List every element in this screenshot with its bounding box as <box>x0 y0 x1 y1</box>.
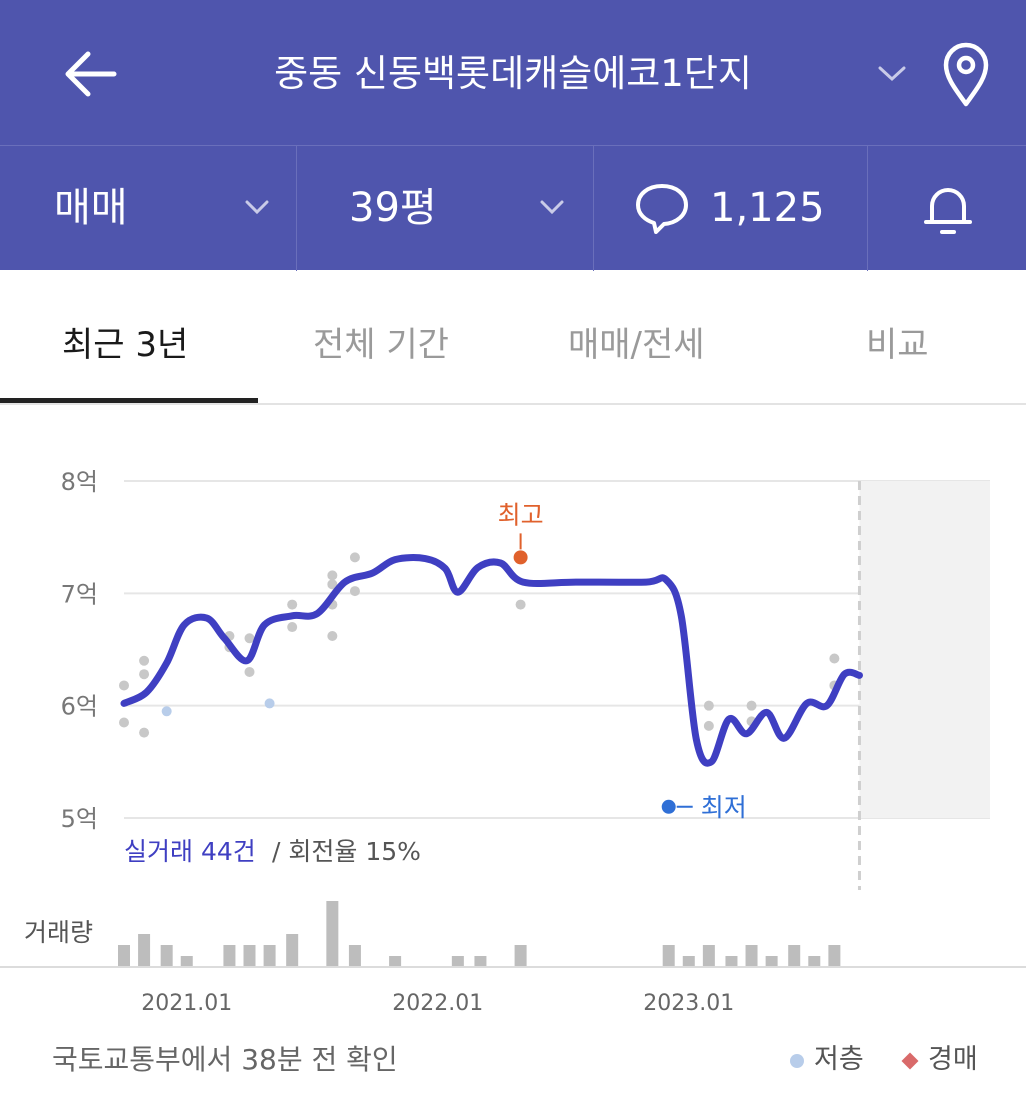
speech-bubble-icon <box>636 184 688 234</box>
diamond-icon <box>901 1052 919 1069</box>
volume-bar <box>474 956 487 967</box>
deal-dot <box>244 633 255 644</box>
volume-bar <box>389 956 402 967</box>
volume-bar <box>160 945 173 967</box>
bell-icon <box>924 188 972 234</box>
deal-dot <box>349 552 360 563</box>
volume-bar <box>138 934 151 967</box>
complex-title[interactable]: 중동 신동백롯데캐슬에코1단지 <box>274 52 752 95</box>
volume-bar <box>702 945 715 967</box>
deal-count-label: 실거래 44건 <box>124 837 256 866</box>
volume-bar <box>348 945 361 967</box>
y-tick-label: 6억 <box>61 693 98 721</box>
arrow-left-icon[interactable] <box>58 42 122 106</box>
x-axis-labels: 2021.01 2022.01 2023.01 <box>141 991 734 1016</box>
deal-dot <box>703 720 714 731</box>
comment-count: 1,125 <box>710 185 825 231</box>
low-floor-dots <box>161 698 275 717</box>
size-value: 39평 <box>349 185 437 231</box>
size-select[interactable]: 39평 <box>297 146 594 271</box>
high-marker-dot <box>513 550 528 565</box>
deal-dot <box>287 599 298 610</box>
volume-label: 거래량 <box>24 918 93 947</box>
legend-low-floor: 저층 <box>790 1040 864 1080</box>
trade-type-value: 매매 <box>54 185 128 231</box>
tab-recent-3y[interactable]: 최근 3년 <box>62 325 189 365</box>
legend-low-label: 저층 <box>814 1044 864 1075</box>
deal-dot <box>327 631 338 642</box>
future-area <box>857 481 990 890</box>
low-floor-dot <box>264 698 275 709</box>
deal-dot <box>327 579 338 590</box>
x-tick-label: 2021.01 <box>141 991 232 1016</box>
turnover-label: / 회전율 15% <box>272 837 421 866</box>
y-tick-label: 8억 <box>61 468 98 496</box>
volume-bar <box>662 945 675 967</box>
volume-bar <box>180 956 193 967</box>
x-tick-label: 2023.01 <box>643 991 734 1016</box>
deal-dot <box>119 717 129 728</box>
tab-all-period[interactable]: 전체 기간 <box>313 325 449 365</box>
chevron-down-icon <box>540 200 564 215</box>
price-trend-line <box>120 554 863 767</box>
volume-bar <box>286 934 299 967</box>
volume-bar <box>745 945 758 967</box>
volume-bar <box>451 956 464 967</box>
y-axis-labels: 8억 7억 6억 5억 <box>61 468 98 833</box>
volume-bar <box>118 945 130 967</box>
tab-sale-jeonse[interactable]: 매매/전세 <box>568 325 705 365</box>
low-marker-label: 최저 <box>701 793 747 822</box>
active-tab-indicator <box>0 398 258 403</box>
volume-bar <box>828 945 841 967</box>
y-tick-label: 7억 <box>61 580 98 608</box>
deal-dot <box>139 669 150 680</box>
volume-bar <box>514 945 527 967</box>
trade-type-select[interactable]: 매매 <box>0 146 297 271</box>
comments-button[interactable]: 1,125 <box>594 146 868 271</box>
tab-compare[interactable]: 비교 <box>866 325 929 365</box>
period-tabs: 최근 3년 전체 기간 매매/전세 비교 <box>0 270 1026 405</box>
y-tick-label: 5억 <box>61 805 98 833</box>
volume-bar <box>725 956 738 967</box>
deal-dot <box>829 653 840 664</box>
source-note: 국토교통부에서 38분 전 확인 <box>52 1043 398 1076</box>
future-shade <box>859 481 990 818</box>
deal-dot <box>139 727 150 738</box>
legend-auction-label: 경매 <box>928 1044 978 1075</box>
chevron-down-icon[interactable] <box>874 58 910 88</box>
deal-dot <box>746 700 757 711</box>
alert-button[interactable] <box>868 146 1026 271</box>
deal-dot <box>703 700 714 711</box>
volume-bars <box>118 901 841 967</box>
deal-dot <box>244 666 255 677</box>
volume-bar <box>263 945 276 967</box>
filter-bar: 매매 39평 1,125 <box>0 145 1026 271</box>
deal-dot <box>327 570 338 581</box>
map-pin-icon[interactable] <box>938 40 994 108</box>
deal-dot <box>139 655 150 666</box>
deal-dot <box>515 599 526 610</box>
low-floor-dot-icon <box>790 1053 804 1068</box>
legend-auction: 경매 <box>901 1040 978 1080</box>
volume-bar <box>765 956 778 967</box>
volume-bar <box>326 901 339 967</box>
deal-dot <box>287 622 298 633</box>
volume-bar <box>788 945 801 967</box>
chevron-down-icon <box>245 200 269 215</box>
x-tick-label: 2022.01 <box>392 991 483 1016</box>
app-header: 중동 신동백롯데캐슬에코1단지 <box>0 0 1026 145</box>
volume-bar <box>682 956 695 967</box>
low-marker-dot <box>661 799 676 814</box>
high-marker-label: 최고 <box>498 500 544 529</box>
deal-dot <box>349 586 360 597</box>
volume-bar <box>223 945 236 967</box>
low-floor-dot <box>161 706 172 717</box>
volume-bar <box>243 945 256 967</box>
volume-bar <box>808 956 821 967</box>
deal-dot <box>119 680 129 691</box>
